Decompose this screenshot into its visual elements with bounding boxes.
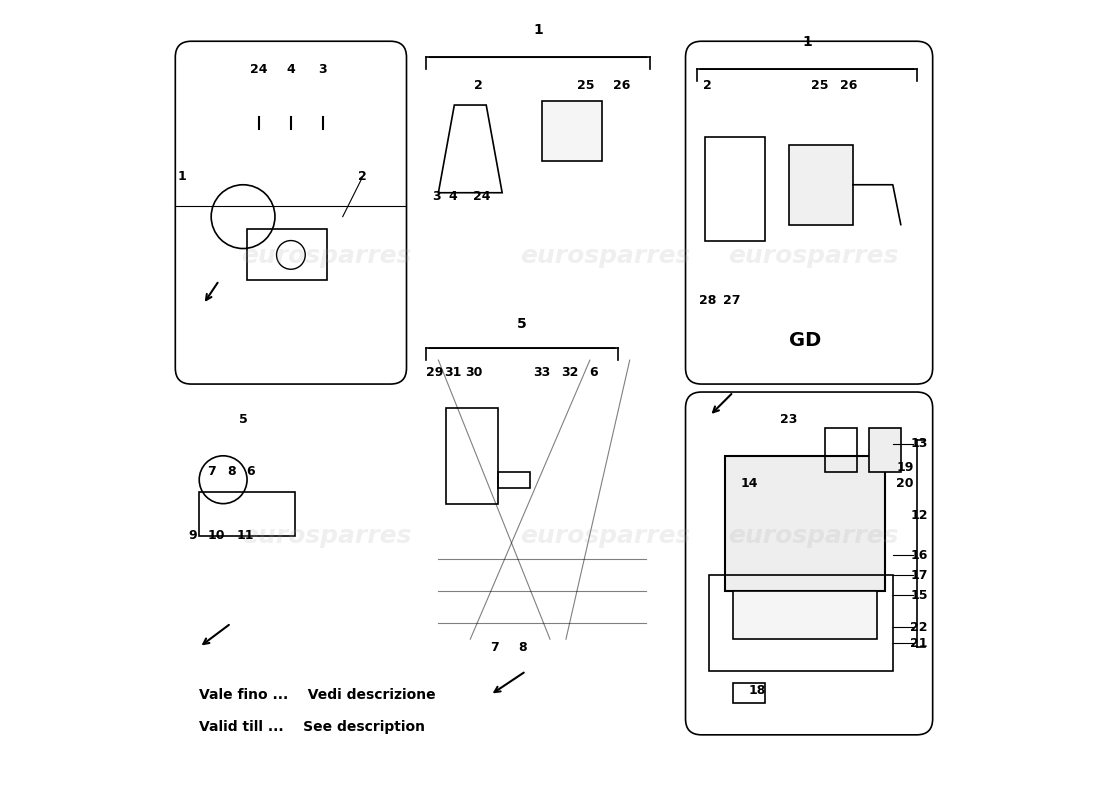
Text: 1: 1 (534, 23, 543, 38)
Text: 9: 9 (188, 529, 197, 542)
Text: 2: 2 (474, 78, 483, 91)
Text: 16: 16 (911, 549, 927, 562)
Text: Valid till ...    See description: Valid till ... See description (199, 720, 426, 734)
Text: 11: 11 (236, 529, 254, 542)
Text: 18: 18 (749, 685, 766, 698)
Text: Vale fino ...    Vedi descrizione: Vale fino ... Vedi descrizione (199, 688, 436, 702)
Text: 2: 2 (704, 78, 712, 91)
Text: eurosparres: eurosparres (728, 245, 899, 269)
Bar (725, 456, 884, 591)
Text: eurosparres: eurosparres (520, 245, 691, 269)
Text: 4: 4 (449, 190, 458, 203)
Bar (710, 575, 893, 671)
Text: 20: 20 (896, 478, 913, 490)
Text: 5: 5 (517, 317, 527, 330)
Text: 26: 26 (613, 78, 630, 91)
Text: 1: 1 (177, 170, 186, 183)
Bar (825, 428, 857, 472)
Text: 25: 25 (578, 78, 595, 91)
Text: 29: 29 (426, 366, 443, 378)
Text: eurosparres: eurosparres (728, 523, 899, 547)
Text: 24: 24 (251, 62, 267, 76)
Bar (447, 408, 498, 504)
Bar (734, 591, 877, 639)
Text: 23: 23 (781, 414, 798, 426)
Text: 14: 14 (740, 478, 758, 490)
Text: 2: 2 (359, 170, 367, 183)
Text: 12: 12 (911, 509, 928, 522)
Text: 8: 8 (227, 466, 235, 478)
Bar (734, 683, 766, 703)
Text: 32: 32 (561, 366, 579, 378)
Text: 7: 7 (207, 466, 216, 478)
Text: GD: GD (789, 330, 822, 350)
Text: 26: 26 (840, 78, 858, 91)
Text: 28: 28 (700, 294, 716, 307)
Text: 33: 33 (534, 366, 551, 378)
Text: 1: 1 (802, 35, 812, 50)
Text: 6: 6 (246, 466, 255, 478)
Text: 15: 15 (911, 589, 928, 602)
Text: eurosparres: eurosparres (242, 523, 412, 547)
Text: 4: 4 (286, 62, 295, 76)
Text: 19: 19 (896, 462, 913, 474)
Text: 31: 31 (444, 366, 461, 378)
Text: 24: 24 (473, 190, 491, 203)
Text: 3: 3 (319, 62, 327, 76)
Text: 30: 30 (465, 366, 483, 378)
Text: 7: 7 (490, 641, 498, 654)
Text: 21: 21 (911, 637, 928, 650)
Text: 22: 22 (911, 621, 928, 634)
Bar (705, 137, 766, 241)
Bar (869, 428, 901, 472)
Bar (498, 472, 530, 488)
Bar (248, 229, 327, 281)
Text: 3: 3 (432, 190, 441, 203)
Text: eurosparres: eurosparres (242, 245, 412, 269)
Bar (789, 145, 852, 225)
Text: 13: 13 (911, 438, 927, 450)
Text: 10: 10 (208, 529, 226, 542)
Text: 27: 27 (723, 294, 740, 307)
Text: 6: 6 (590, 366, 598, 378)
Text: 5: 5 (239, 414, 248, 426)
Bar (542, 101, 602, 161)
Text: 25: 25 (811, 78, 828, 91)
Text: 8: 8 (518, 641, 527, 654)
Text: eurosparres: eurosparres (520, 523, 691, 547)
Bar (199, 492, 295, 535)
Text: 17: 17 (911, 569, 928, 582)
